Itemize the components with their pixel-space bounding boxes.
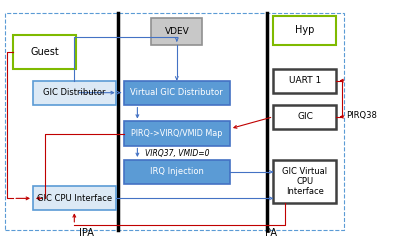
Text: VIRQ37, VMID=0: VIRQ37, VMID=0 bbox=[145, 149, 209, 158]
FancyBboxPatch shape bbox=[274, 69, 337, 93]
Text: PA: PA bbox=[266, 228, 278, 238]
Text: GIC CPU Interface: GIC CPU Interface bbox=[37, 194, 112, 203]
FancyBboxPatch shape bbox=[33, 186, 116, 210]
FancyBboxPatch shape bbox=[151, 18, 202, 45]
FancyBboxPatch shape bbox=[123, 160, 230, 184]
FancyBboxPatch shape bbox=[13, 35, 76, 69]
Text: GIC Distributor: GIC Distributor bbox=[43, 88, 106, 97]
Text: IPA: IPA bbox=[79, 228, 94, 238]
FancyBboxPatch shape bbox=[274, 16, 337, 45]
Text: GIC: GIC bbox=[297, 112, 313, 121]
Text: Hyp: Hyp bbox=[295, 25, 315, 35]
FancyBboxPatch shape bbox=[274, 160, 337, 203]
Text: Virtual GIC Distributor: Virtual GIC Distributor bbox=[131, 88, 223, 97]
FancyBboxPatch shape bbox=[123, 81, 230, 105]
Text: PIRQ38: PIRQ38 bbox=[346, 111, 377, 120]
FancyBboxPatch shape bbox=[33, 81, 116, 105]
FancyBboxPatch shape bbox=[274, 105, 337, 129]
Text: GIC Virtual
CPU
Interface: GIC Virtual CPU Interface bbox=[282, 167, 328, 196]
FancyBboxPatch shape bbox=[123, 122, 230, 146]
Text: IRQ Injection: IRQ Injection bbox=[150, 167, 204, 176]
Text: Guest: Guest bbox=[31, 47, 59, 57]
Text: PIRQ->VIRQ/VMID Map: PIRQ->VIRQ/VMID Map bbox=[131, 129, 222, 138]
Text: VDEV: VDEV bbox=[164, 27, 189, 36]
Text: UART 1: UART 1 bbox=[289, 76, 321, 85]
